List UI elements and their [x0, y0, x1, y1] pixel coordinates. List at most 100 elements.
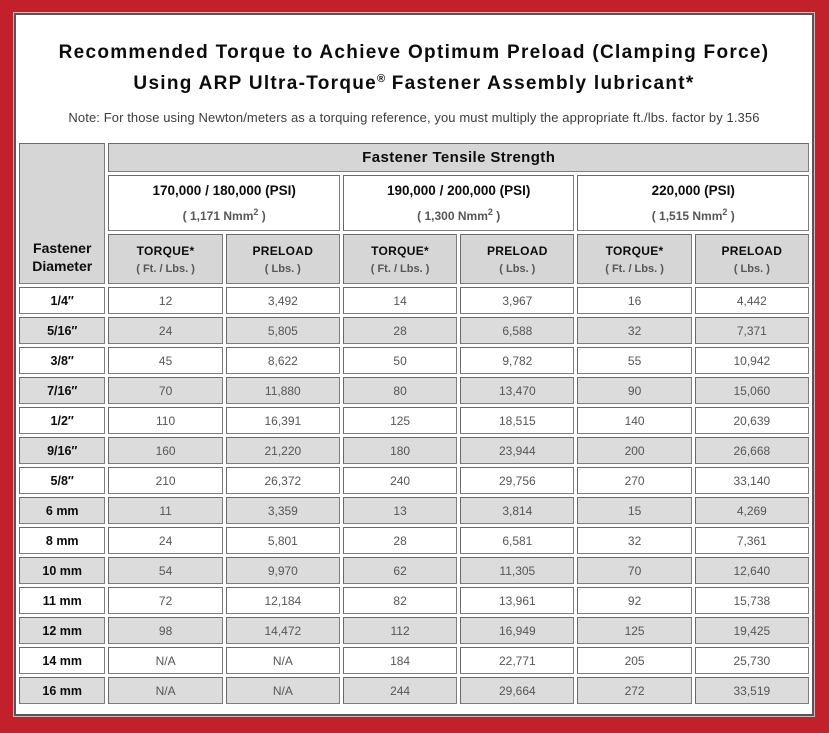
- value-cell: 72: [108, 587, 223, 614]
- value-cell: 12,184: [225, 587, 340, 614]
- value-cell: 50: [342, 347, 458, 374]
- table-row: 16 mm N/A N/A 244 29,664 272 33,519: [19, 677, 809, 704]
- fastener-diameter-header-line1: Fastener: [33, 240, 92, 256]
- torque-table: Fastener Diameter Fastener Tensile Stren…: [16, 140, 812, 707]
- value-cell: 90: [577, 377, 692, 404]
- page-title-line-2: Using ARP Ultra-Torque® Fastener Assembl…: [16, 66, 812, 97]
- value-cell: 180: [342, 437, 458, 464]
- value-cell: N/A: [108, 677, 223, 704]
- table-row: 8 mm 24 5,801 28 6,581 32 7,361: [19, 527, 809, 554]
- value-cell: 20,639: [694, 407, 809, 434]
- fastener-diameter-cell: 9/16″: [19, 437, 106, 464]
- value-cell: 125: [577, 617, 692, 644]
- value-cell: 26,668: [694, 437, 809, 464]
- newton-meters-note: Note: For those using Newton/meters as a…: [68, 110, 760, 125]
- document-panel: Recommended Torque to Achieve Optimum Pr…: [14, 13, 814, 716]
- value-cell: 272: [577, 677, 692, 704]
- value-cell: 11: [108, 497, 223, 524]
- value-cell: 4,269: [694, 497, 809, 524]
- psi-group-header-190-200: 190,000 / 200,000 (PSI) ( 1,300 Nmm2 ): [342, 175, 575, 231]
- value-cell: 19,425: [694, 617, 809, 644]
- torque-column-header: TORQUE* ( Ft. / Lbs. ): [108, 234, 223, 284]
- value-cell: 140: [577, 407, 692, 434]
- title-line2-text: Using ARP Ultra-Torque: [133, 73, 378, 94]
- table-row: 3/8″ 45 8,622 50 9,782 55 10,942: [19, 347, 809, 374]
- table-row: 1/2″ 110 16,391 125 18,515 140 20,639: [19, 407, 809, 434]
- value-cell: 45: [108, 347, 223, 374]
- fastener-diameter-cell: 7/16″: [19, 377, 106, 404]
- tensile-strength-row: Fastener Diameter Fastener Tensile Stren…: [19, 143, 809, 284]
- value-cell: 29,756: [460, 467, 575, 494]
- fastener-diameter-cell: 14 mm: [19, 647, 106, 674]
- fastener-diameter-cell: 6 mm: [19, 497, 106, 524]
- value-cell: 7,361: [694, 527, 809, 554]
- value-cell: 6,581: [460, 527, 575, 554]
- value-cell: 82: [342, 587, 458, 614]
- value-cell: 32: [577, 527, 692, 554]
- value-cell: 28: [342, 527, 458, 554]
- tensile-strength-header: Fastener Tensile Strength: [108, 143, 809, 172]
- value-cell: 270: [577, 467, 692, 494]
- value-cell: 24: [108, 527, 223, 554]
- fastener-diameter-cell: 11 mm: [19, 587, 106, 614]
- value-cell: 14: [342, 287, 458, 314]
- value-cell: 3,359: [225, 497, 340, 524]
- value-cell: 98: [108, 617, 223, 644]
- table-row: 12 mm 98 14,472 112 16,949 125 19,425: [19, 617, 809, 644]
- value-cell: 184: [342, 647, 458, 674]
- psi-group-row: 170,000 / 180,000 (PSI) ( 1,171 Nmm2 ) 1…: [19, 175, 809, 231]
- psi-label: 220,000 (PSI): [651, 183, 735, 198]
- psi-label: 170,000 / 180,000 (PSI): [152, 183, 296, 198]
- nmm-label: ( 1,300 Nmm2 ): [417, 207, 501, 223]
- fastener-diameter-cell: 8 mm: [19, 527, 106, 554]
- fastener-diameter-cell: 10 mm: [19, 557, 106, 584]
- value-cell: N/A: [225, 647, 340, 674]
- value-cell: 205: [577, 647, 692, 674]
- value-cell: 13,961: [460, 587, 575, 614]
- preload-column-header: PRELOAD ( Lbs. ): [225, 234, 340, 284]
- table-row: 5/8″ 210 26,372 240 29,756 270 33,140: [19, 467, 809, 494]
- value-cell: 14,472: [225, 617, 340, 644]
- value-cell: 15: [577, 497, 692, 524]
- table-row: 14 mm N/A N/A 184 22,771 205 25,730: [19, 647, 809, 674]
- value-cell: 92: [577, 587, 692, 614]
- value-cell: 5,801: [225, 527, 340, 554]
- value-cell: 62: [342, 557, 458, 584]
- value-cell: 24: [108, 317, 223, 344]
- value-cell: 21,220: [225, 437, 340, 464]
- value-cell: 54: [108, 557, 223, 584]
- psi-group-header-220: 220,000 (PSI) ( 1,515 Nmm2 ): [577, 175, 809, 231]
- value-cell: 16: [577, 287, 692, 314]
- value-cell: 210: [108, 467, 223, 494]
- value-cell: N/A: [108, 647, 223, 674]
- value-cell: 160: [108, 437, 223, 464]
- fastener-diameter-cell: 5/16″: [19, 317, 106, 344]
- title-section: Recommended Torque to Achieve Optimum Pr…: [16, 15, 812, 140]
- column-header-row: TORQUE* ( Ft. / Lbs. ) PRELOAD ( Lbs. ) …: [19, 234, 809, 284]
- value-cell: 3,814: [460, 497, 575, 524]
- value-cell: 16,949: [460, 617, 575, 644]
- table-row: 11 mm 72 12,184 82 13,961 92 15,738: [19, 587, 809, 614]
- fastener-diameter-cell: 16 mm: [19, 677, 106, 704]
- fastener-diameter-header-line2: Diameter: [32, 258, 93, 274]
- nmm-label: ( 1,515 Nmm2 ): [651, 207, 735, 223]
- value-cell: 13,470: [460, 377, 575, 404]
- table-row: 7/16″ 70 11,880 80 13,470 90 15,060: [19, 377, 809, 404]
- value-cell: 200: [577, 437, 692, 464]
- table-row: 10 mm 54 9,970 62 11,305 70 12,640: [19, 557, 809, 584]
- nmm-label: ( 1,171 Nmm2 ): [182, 207, 266, 223]
- table-row: 1/4″ 12 3,492 14 3,967 16 4,442: [19, 287, 809, 314]
- value-cell: 80: [342, 377, 458, 404]
- value-cell: 6,588: [460, 317, 575, 344]
- value-cell: 13: [342, 497, 458, 524]
- value-cell: 244: [342, 677, 458, 704]
- value-cell: 7,371: [694, 317, 809, 344]
- page-title-line-1: Recommended Torque to Achieve Optimum Pr…: [58, 42, 770, 63]
- fastener-diameter-cell: 12 mm: [19, 617, 106, 644]
- value-cell: 9,970: [225, 557, 340, 584]
- value-cell: 15,060: [694, 377, 809, 404]
- value-cell: 11,880: [225, 377, 340, 404]
- table-row: 5/16″ 24 5,805 28 6,588 32 7,371: [19, 317, 809, 344]
- torque-column-header: TORQUE* ( Ft. / Lbs. ): [577, 234, 692, 284]
- value-cell: 15,738: [694, 587, 809, 614]
